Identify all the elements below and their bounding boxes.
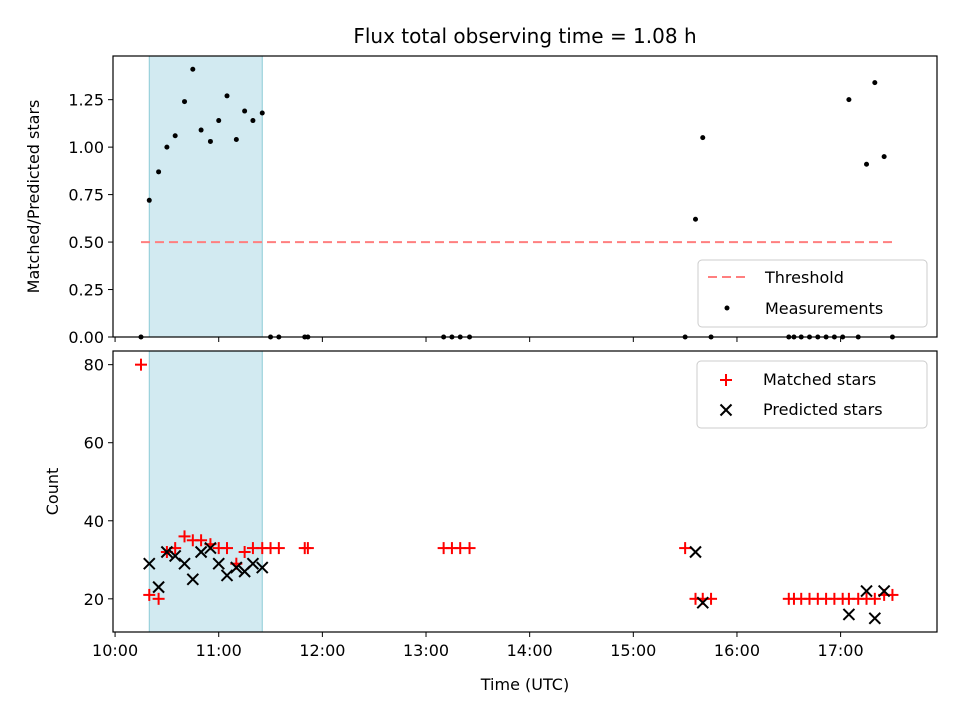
top-measurements-point-5 bbox=[182, 99, 188, 105]
bottom-ytick-label-3: 80 bbox=[84, 356, 104, 375]
bottom-ytick-label-1: 40 bbox=[84, 512, 104, 531]
top-y-axis-label: Matched/Predicted stars bbox=[24, 100, 43, 294]
top-ytick-label-4: 1.00 bbox=[68, 138, 104, 157]
bottom-predicted-stars-point-2 bbox=[160, 545, 174, 559]
top-measurements-point-9 bbox=[216, 118, 222, 124]
top-ytick-label-2: 0.50 bbox=[68, 233, 104, 252]
xtick-label-0: 10:00 bbox=[92, 641, 138, 660]
xtick-label-7: 17:00 bbox=[818, 641, 864, 660]
xtick-label-4: 14:00 bbox=[507, 641, 553, 660]
legend-matched-label: Matched stars bbox=[763, 370, 876, 389]
bottom-matched-stars-point-18 bbox=[301, 542, 314, 555]
top-measurements-point-25 bbox=[700, 135, 706, 141]
bottom-predicted-stars-point-13 bbox=[256, 561, 269, 574]
bottom-matched-stars-point-23 bbox=[679, 542, 692, 555]
top-measurements-point-2 bbox=[156, 169, 162, 175]
bottom-predicted-stars-point-18 bbox=[868, 612, 882, 625]
legend-box bbox=[696, 360, 928, 429]
bottom-matched-stars-point-7 bbox=[195, 534, 208, 547]
xtick-label-6: 16:00 bbox=[714, 641, 760, 660]
top-measurements-point-12 bbox=[242, 108, 248, 114]
top-measurements-point-24 bbox=[693, 216, 699, 222]
top-measurements-point-13 bbox=[250, 118, 256, 124]
bottom-axes-frame bbox=[112, 350, 938, 633]
legend-box bbox=[697, 259, 928, 328]
bottom-y-axis-label: Count bbox=[43, 468, 62, 516]
top-measurements-point-8 bbox=[207, 138, 213, 144]
top-measurements-point-6 bbox=[190, 66, 196, 72]
top-shaded-span bbox=[148, 55, 263, 338]
top-measurements-point-11 bbox=[233, 137, 239, 143]
bottom-predicted-stars-point-19 bbox=[877, 584, 891, 598]
top-legend: Threshold Measurements bbox=[697, 259, 928, 328]
top-measurements-point-35 bbox=[846, 97, 852, 103]
bottom-matched-stars-point-0 bbox=[134, 358, 147, 371]
x-axis-label: Time (UTC) bbox=[480, 675, 569, 694]
bottom-predicted-stars-point-10 bbox=[230, 561, 243, 574]
legend-measurements-swatch bbox=[724, 305, 730, 311]
top-measurements-point-7 bbox=[198, 127, 204, 133]
bottom-predicted-stars-point-5 bbox=[186, 573, 200, 586]
bottom-matched-stars-point-2 bbox=[152, 592, 165, 605]
bottom-predicted-stars-point-8 bbox=[212, 557, 225, 570]
top-measurements-point-3 bbox=[164, 144, 170, 150]
top-measurements-point-37 bbox=[864, 161, 870, 167]
bottom-legend: Matched stars Predicted stars bbox=[696, 360, 928, 429]
bottom-matched-stars-point-1 bbox=[143, 588, 156, 601]
bottom-predicted-stars-point-9 bbox=[220, 569, 234, 582]
bottom-predicted-stars-point-0 bbox=[143, 557, 156, 570]
bottom-predicted-stars-point-12 bbox=[246, 557, 260, 570]
top-measurements-point-4 bbox=[172, 133, 178, 139]
bottom-predicted-stars-point-16 bbox=[842, 608, 856, 621]
top-axes-frame bbox=[112, 55, 938, 338]
bottom-predicted-stars-point-15 bbox=[696, 596, 709, 609]
bottom-predicted-stars-point-4 bbox=[178, 557, 191, 570]
bottom-matched-stars-point-12 bbox=[238, 545, 251, 558]
legend-predicted-label: Predicted stars bbox=[763, 400, 883, 419]
bottom-shaded-span bbox=[148, 350, 263, 633]
chart-title: Flux total observing time = 1.08 h bbox=[353, 24, 696, 48]
top-ytick-label-0: 0.00 bbox=[68, 328, 104, 347]
bottom-panel: 20 40 60 80 10:00 11:00 12:00 13:00 14:00 15:00 16… bbox=[43, 350, 938, 660]
bottom-matched-stars-point-38 bbox=[868, 592, 881, 605]
xtick-label-2: 12:00 bbox=[299, 641, 345, 660]
xtick-label-3: 13:00 bbox=[403, 641, 449, 660]
top-measurements-point-38 bbox=[872, 80, 878, 86]
bottom-matched-stars-point-10 bbox=[221, 542, 234, 555]
top-measurements-point-10 bbox=[224, 93, 230, 99]
legend-predicted-swatch bbox=[719, 403, 733, 417]
bottom-matched-stars-point-22 bbox=[463, 542, 476, 555]
bottom-predicted-stars-point-14 bbox=[689, 545, 702, 559]
legend-threshold-label: Threshold bbox=[764, 268, 844, 287]
bottom-matched-stars-point-5 bbox=[178, 530, 191, 543]
bottom-predicted-stars-point-17 bbox=[860, 584, 873, 598]
bottom-matched-stars-point-16 bbox=[272, 542, 285, 555]
top-panel: 0.00 0.25 0.50 0.75 1.00 1.25 Matched/Predicte… bbox=[24, 55, 938, 347]
xtick-label-1: 11:00 bbox=[196, 641, 242, 660]
bottom-predicted-stars-point-1 bbox=[152, 580, 165, 594]
bottom-predicted-stars-point-3 bbox=[168, 549, 182, 563]
top-ytick-label-1: 0.25 bbox=[68, 281, 104, 300]
top-measurements-point-14 bbox=[259, 110, 265, 116]
bottom-ytick-label-2: 60 bbox=[84, 434, 104, 453]
legend-measurements-label: Measurements bbox=[765, 299, 883, 318]
legend-matched-swatch bbox=[720, 374, 732, 386]
top-measurements-point-39 bbox=[881, 154, 887, 160]
top-ytick-label-5: 1.25 bbox=[68, 91, 104, 110]
top-ytick-label-3: 0.75 bbox=[68, 186, 104, 205]
xtick-label-5: 15:00 bbox=[610, 641, 656, 660]
bottom-predicted-stars-point-6 bbox=[194, 545, 208, 559]
top-measurements-point-1 bbox=[146, 197, 152, 203]
bottom-predicted-stars-point-7 bbox=[204, 541, 217, 555]
bottom-ytick-label-0: 20 bbox=[84, 590, 104, 609]
